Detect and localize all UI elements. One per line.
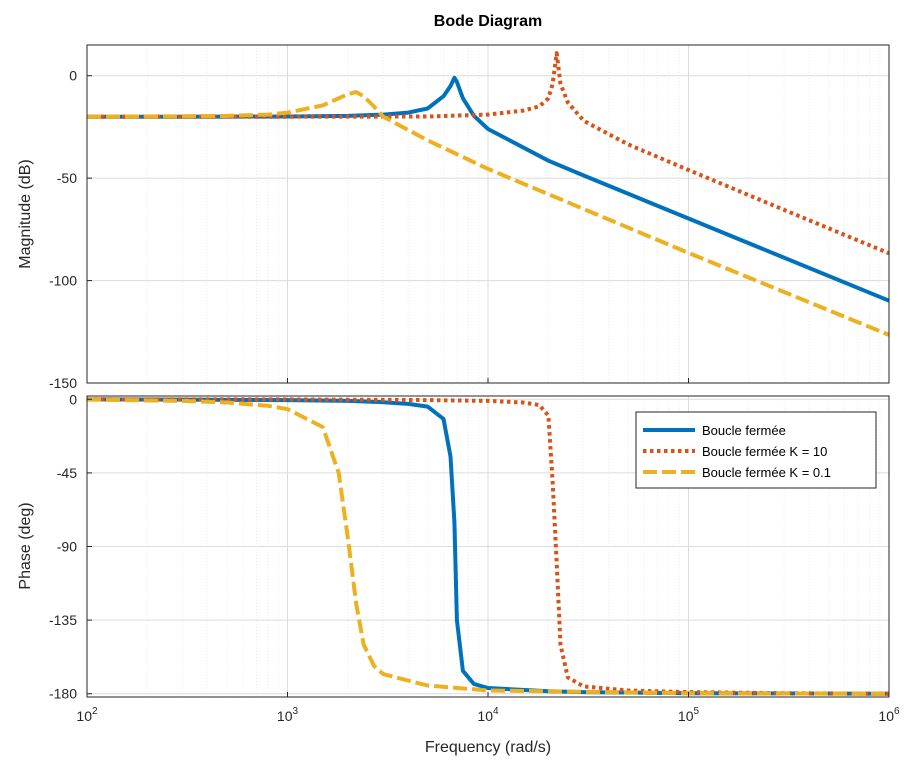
series-line bbox=[86, 397, 890, 696]
phase-y-ticks: 0 -45 -90 -135 -180 bbox=[49, 391, 92, 702]
phase-y-axis-label: Phase (deg) bbox=[17, 502, 34, 589]
legend-box bbox=[635, 411, 877, 489]
x-tick-label: 106 bbox=[878, 706, 900, 724]
series-line bbox=[86, 90, 890, 337]
legend-label: Boucle fermée K = 10 bbox=[702, 444, 827, 459]
phase-series-lines bbox=[86, 397, 890, 696]
magnitude-series-lines bbox=[86, 51, 890, 337]
y-tick-label: -100 bbox=[49, 273, 77, 289]
y-tick-label: -135 bbox=[49, 612, 77, 628]
legend-items: Boucle fermée Boucle fermée K = 10 Boucle … bbox=[643, 423, 831, 480]
x-ticks: 102 103 104 105 106 bbox=[76, 378, 900, 724]
y-tick-label: 0 bbox=[69, 68, 77, 84]
legend-label: Boucle fermée bbox=[702, 423, 786, 438]
x-tick-label: 102 bbox=[76, 706, 98, 724]
y-tick-label: -90 bbox=[57, 539, 77, 555]
y-tick-label: -150 bbox=[49, 375, 77, 391]
legend: Boucle fermée Boucle fermée K = 10 Boucle … bbox=[635, 411, 877, 489]
y-tick-label: -180 bbox=[49, 686, 77, 702]
y-tick-label: -50 bbox=[57, 170, 77, 186]
chart-title: Bode Diagram bbox=[434, 13, 542, 30]
series-line bbox=[87, 75, 890, 303]
magnitude-y-axis-label: Magnitude (dB) bbox=[17, 159, 34, 268]
y-tick-label: -45 bbox=[57, 465, 77, 481]
x-tick-label: 104 bbox=[477, 706, 499, 724]
series-line bbox=[86, 397, 890, 696]
x-axis-label: Frequency (rad/s) bbox=[425, 739, 551, 756]
x-tick-label: 105 bbox=[678, 706, 700, 724]
magnitude-panel: 0 -50 -100 -150 Magnitude (dB) bbox=[17, 44, 890, 391]
legend-label: Boucle fermée K = 0.1 bbox=[702, 465, 831, 480]
y-tick-label: 0 bbox=[69, 391, 77, 407]
magnitude-y-ticks: 0 -50 -100 -150 bbox=[49, 68, 92, 391]
x-tick-label: 103 bbox=[277, 706, 299, 724]
